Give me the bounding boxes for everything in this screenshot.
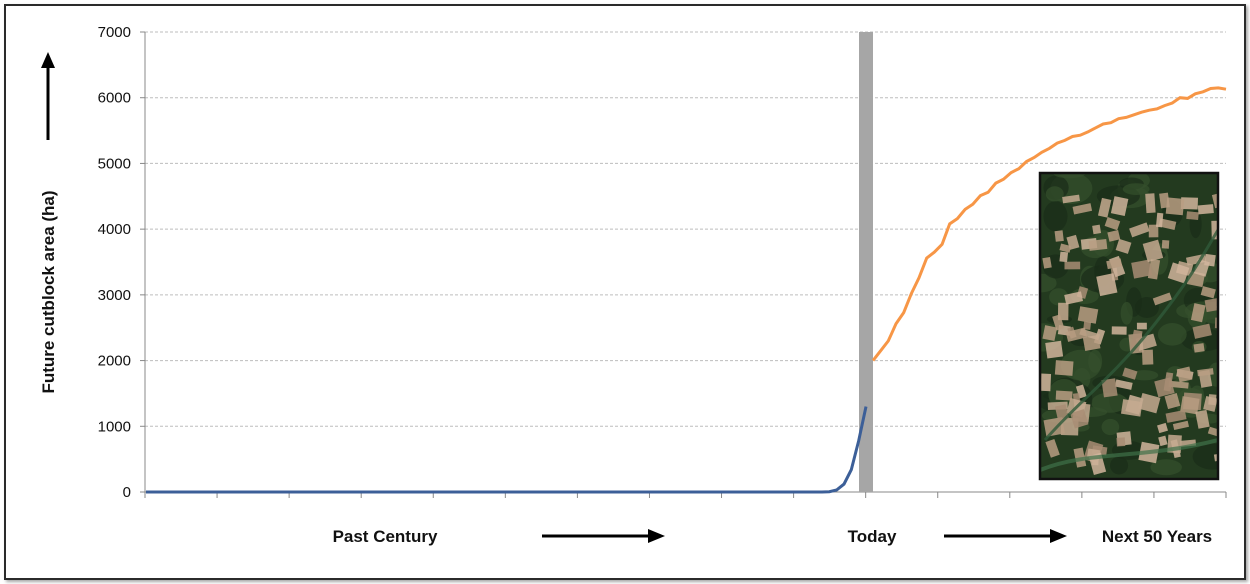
y-tick-label: 7000 [98, 24, 131, 41]
y-axis-arrow-icon [41, 52, 55, 140]
arrow-right-icon [944, 529, 1067, 543]
y-axis-label: Future cutblock area (ha) [39, 190, 58, 393]
y-tick-label: 4000 [98, 221, 131, 238]
y-tick-label: 2000 [98, 353, 131, 370]
x-label-past-century: Past Century [333, 527, 438, 546]
satellite-inset-image [1040, 173, 1218, 479]
y-tick-label: 0 [123, 484, 131, 501]
future-series-line [871, 86, 1227, 362]
today-marker-bar [859, 32, 873, 492]
y-tick-label: 5000 [98, 155, 131, 172]
x-label-next-50-years: Next 50 Years [1102, 527, 1212, 546]
y-tick-label: 6000 [98, 90, 131, 107]
y-tick-label: 1000 [98, 418, 131, 435]
y-tick-label: 3000 [98, 287, 131, 304]
x-label-today: Today [848, 527, 897, 546]
arrow-right-icon [542, 529, 665, 543]
past-series-line [146, 406, 868, 494]
